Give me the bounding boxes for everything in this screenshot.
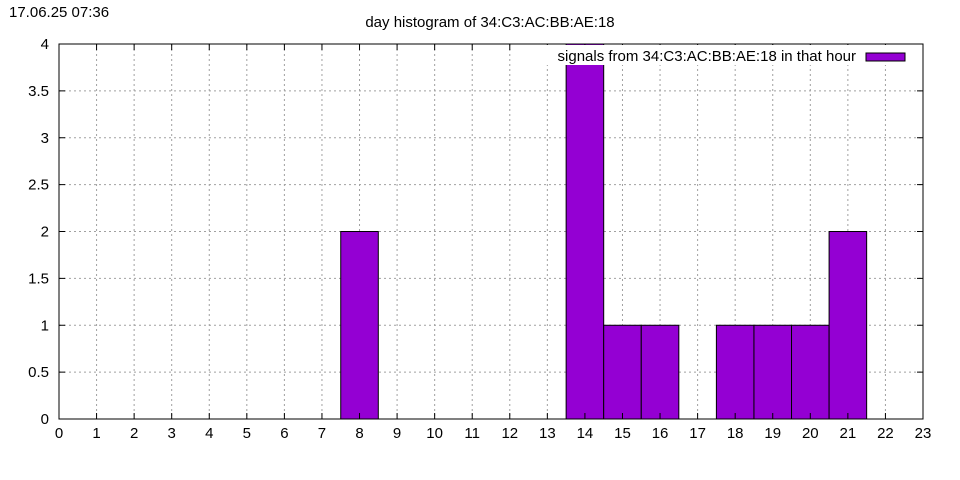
x-tick-label: 6 <box>280 425 288 442</box>
y-tick-label: 0 <box>41 411 49 428</box>
ticks: 0 1 2 3 4 5 6 7 8 9 10 11 12 13 14 15 16 17 18 19 20 21 22 2300… <box>28 36 931 442</box>
x-tick-label: 7 <box>318 425 326 442</box>
y-tick-label: 3 <box>41 130 49 147</box>
x-tick-label: 0 <box>55 425 63 442</box>
bar <box>753 324 793 420</box>
bar <box>340 231 379 420</box>
x-tick-label: 1 <box>92 425 100 442</box>
x-tick-label: 20 <box>802 425 819 442</box>
x-tick-label: 12 <box>501 425 518 442</box>
legend: signals from 34:C3:AC:BB:AE:18 in that h… <box>530 45 915 65</box>
y-tick-label: 3.5 <box>28 83 49 100</box>
x-tick-label: 3 <box>168 425 176 442</box>
bar <box>603 324 642 420</box>
timestamp: 17.06.25 07:36 <box>9 4 110 21</box>
x-tick-label: 4 <box>205 425 213 442</box>
x-tick-label: 18 <box>727 425 744 442</box>
legend-background <box>530 45 915 65</box>
y-tick-label: 2.5 <box>28 177 49 194</box>
x-tick-label: 15 <box>614 425 631 442</box>
y-tick-label: 1.5 <box>28 270 49 287</box>
legend-label: signals from 34:C3:AC:BB:AE:18 in that h… <box>558 48 856 65</box>
bar <box>565 43 605 420</box>
x-tick-label: 5 <box>243 425 251 442</box>
legend-swatch <box>865 52 906 62</box>
x-tick-label: 14 <box>577 425 594 442</box>
y-tick-label: 2 <box>41 224 49 241</box>
bars <box>340 43 868 420</box>
bar <box>640 324 680 420</box>
x-tick-label: 9 <box>393 425 401 442</box>
x-tick-label: 13 <box>539 425 556 442</box>
y-tick-label: 0.5 <box>28 364 49 381</box>
x-tick-label: 21 <box>840 425 857 442</box>
x-tick-label: 22 <box>877 425 894 442</box>
chart-title: day histogram of 34:C3:AC:BB:AE:18 <box>365 14 614 31</box>
x-tick-label: 19 <box>764 425 781 442</box>
bar <box>715 324 755 420</box>
x-tick-label: 17 <box>689 425 706 442</box>
x-tick-label: 16 <box>652 425 669 442</box>
bar <box>791 324 830 420</box>
x-tick-label: 23 <box>915 425 932 442</box>
x-tick-label: 2 <box>130 425 138 442</box>
x-tick-label: 8 <box>355 425 363 442</box>
bar <box>828 231 868 420</box>
x-tick-label: 10 <box>426 425 443 442</box>
x-tick-label: 11 <box>464 425 480 442</box>
y-tick-label: 1 <box>41 317 49 334</box>
y-tick-label: 4 <box>41 36 49 53</box>
